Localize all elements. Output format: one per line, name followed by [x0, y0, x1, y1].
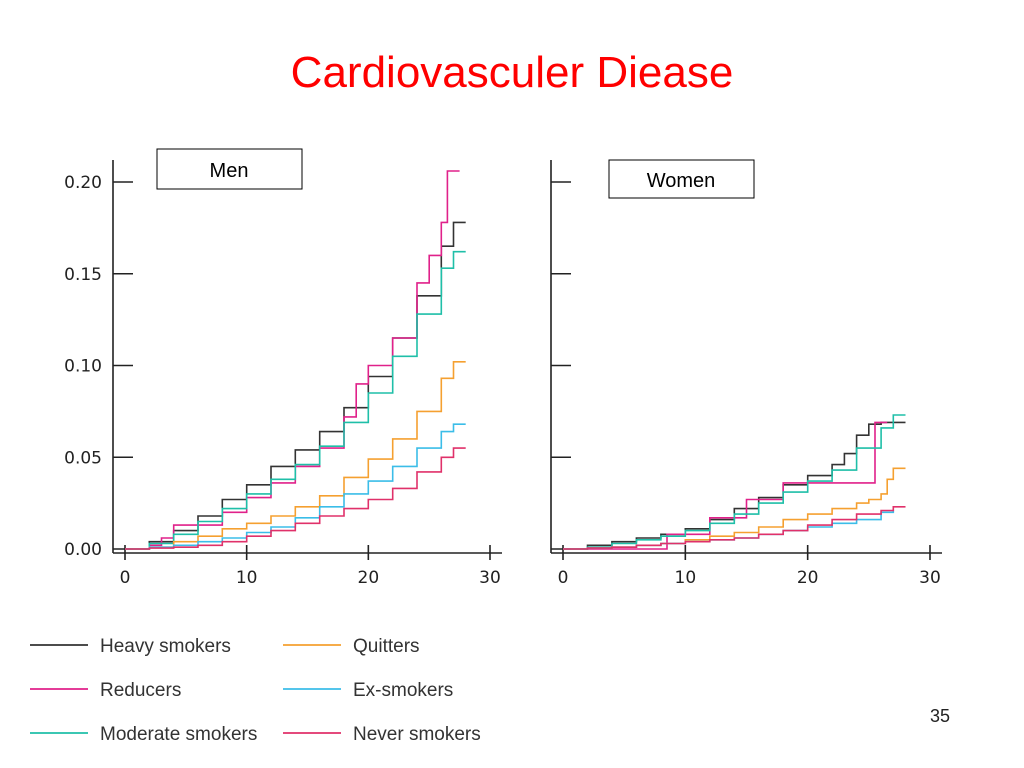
panel-0-x-tick-label: 20 [358, 568, 380, 588]
panel-0-series-quitters [125, 361, 466, 550]
panel-0-series-moderate-smokers [125, 250, 466, 550]
legend-label-moderate-smokers: Moderate smokers [100, 724, 257, 745]
panel-0-x-tick-label: 10 [236, 568, 258, 588]
panel-0-series-ex-smokers [125, 423, 466, 550]
panel-0-series-never-smokers [125, 447, 466, 550]
panel-0-y-tick-label: 0.20 [64, 173, 102, 193]
panel-0-y-tick-label: 0.15 [64, 265, 102, 285]
panel-0-series-heavy-smokers [125, 221, 466, 550]
panel-1-series-moderate-smokers [563, 414, 906, 550]
panel-1-series-never-smokers [563, 506, 906, 550]
panel-1-label: Women [647, 170, 716, 192]
legend-label-ex-smokers: Ex-smokers [353, 680, 453, 701]
panel-0-label: Men [210, 160, 249, 182]
panel-0-label-box [156, 148, 303, 190]
panel-0-y-tick-label: 0.10 [64, 357, 102, 377]
panel-0-series-reducers [125, 170, 460, 550]
panel-0-y-tick-label: 0.05 [64, 448, 102, 468]
panel-1-x-tick-label: 10 [675, 568, 697, 588]
panel-1-series-heavy-smokers [563, 421, 906, 550]
panel-0-y-tick-label: 0.00 [64, 540, 102, 560]
panel-0-x-tick-label: 0 [120, 568, 131, 588]
panel-1-x-tick-label: 30 [919, 568, 941, 588]
legend-label-heavy-smokers: Heavy smokers [100, 636, 231, 657]
legend-label-never-smokers: Never smokers [353, 724, 481, 745]
legend-label-reducers: Reducers [100, 680, 181, 701]
panel-1-x-tick-label: 0 [558, 568, 569, 588]
panel-1-x-tick-label: 20 [797, 568, 819, 588]
panel-1-series-reducers [563, 421, 888, 550]
slide-number: 35 [930, 706, 951, 726]
panel-1-label-box [608, 159, 755, 199]
legend-label-quitters: Quitters [353, 636, 420, 657]
slide-title: Cardiovasculer Diease [290, 48, 734, 97]
panel-0-x-tick-label: 30 [479, 568, 501, 588]
